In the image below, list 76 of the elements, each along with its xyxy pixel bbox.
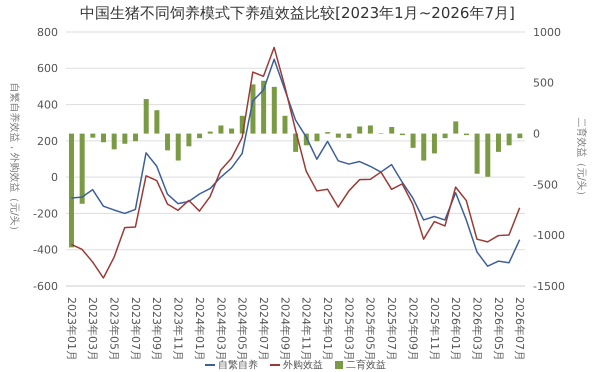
x-tick-label: 2024年11月 xyxy=(300,297,313,361)
x-tick-label: 2025年07月 xyxy=(385,297,398,361)
x-tick-label: 2023年01月 xyxy=(64,297,78,361)
bar xyxy=(112,134,117,150)
bar xyxy=(314,134,320,142)
x-tick-label: 2024年05月 xyxy=(236,297,249,361)
x-tick-label: 2024年01月 xyxy=(192,297,206,361)
x-tick-label: 2023年03月 xyxy=(86,297,100,361)
y-tick-label: 0 xyxy=(51,171,58,184)
bar xyxy=(346,134,352,138)
bar xyxy=(474,134,480,174)
bar xyxy=(389,126,394,134)
bar xyxy=(165,134,170,150)
bar xyxy=(80,134,85,204)
bar xyxy=(453,121,458,134)
bar xyxy=(154,110,160,134)
bar xyxy=(421,134,426,161)
bar xyxy=(101,134,106,142)
x-tick-label: 2025年11月 xyxy=(428,297,441,361)
bar xyxy=(496,134,501,152)
y2-tick-label: 500 xyxy=(533,76,554,90)
y-tick-label: -200 xyxy=(33,207,58,220)
legend-label: 外购效益 xyxy=(282,359,323,372)
x-tick-label: 2026年07月 xyxy=(513,297,526,361)
chart-title: 中国生猪不同饲养模式下养殖效益比较[2023年1月~2026年7月] xyxy=(79,3,516,24)
y2-tick-label: -500 xyxy=(533,178,558,192)
bar xyxy=(144,99,149,134)
bar xyxy=(368,125,373,134)
bar xyxy=(122,134,128,144)
bar xyxy=(176,134,181,161)
legend-label: 二育效益 xyxy=(345,358,386,372)
bar xyxy=(68,134,74,248)
bar xyxy=(197,134,202,138)
x-tick-label: 2026年01月 xyxy=(449,297,462,361)
bar xyxy=(336,134,341,138)
bar xyxy=(410,134,416,148)
bar xyxy=(218,125,224,134)
bar xyxy=(282,116,288,134)
y-tick-label: -600 xyxy=(33,280,58,293)
bar xyxy=(517,134,522,138)
bar xyxy=(432,134,437,154)
bar xyxy=(186,134,192,146)
bar xyxy=(229,128,234,134)
bar xyxy=(272,86,277,134)
y-tick-label: 200 xyxy=(37,134,58,148)
bar xyxy=(442,134,448,138)
x-tick-label: 2025年05月 xyxy=(364,297,377,361)
y2-tick-label: 0 xyxy=(533,128,540,141)
x-tick-label: 2023年07月 xyxy=(128,297,142,361)
x-tick-label: 2024年03月 xyxy=(214,297,228,361)
x-tick-label: 2025年03月 xyxy=(342,297,356,361)
x-tick-label: 2023年09月 xyxy=(150,297,164,361)
y-tick-label: 400 xyxy=(37,98,58,112)
y2-tick-label: -1500 xyxy=(533,280,565,293)
y2-tick-label: -1000 xyxy=(533,229,565,242)
y-tick-label: 600 xyxy=(37,62,58,76)
y-tick-label: 800 xyxy=(37,26,58,39)
x-tick-label: 2024年07月 xyxy=(256,297,270,361)
x-tick-label: 2026年03月 xyxy=(470,297,484,361)
bar xyxy=(133,134,138,142)
y-axis-title: 自繁自养效益，外购效益（元/头） xyxy=(8,82,20,236)
x-tick-label: 2023年05月 xyxy=(108,297,121,361)
bar xyxy=(90,134,96,138)
x-tick-label: 2023年11月 xyxy=(172,297,185,361)
x-tick-label: 2025年09月 xyxy=(406,297,420,361)
y-tick-label: -400 xyxy=(33,244,58,257)
bar xyxy=(261,80,266,134)
legend-label: 自繁自养 xyxy=(217,358,258,372)
bar xyxy=(506,134,512,146)
bar xyxy=(357,126,362,134)
y2-tick-label: 1000 xyxy=(533,26,561,39)
x-tick-label: 2024年09月 xyxy=(278,297,292,361)
bar xyxy=(485,134,490,177)
x-tick-label: 2026年05月 xyxy=(492,297,505,361)
x-tick-label: 2025年01月 xyxy=(321,297,334,361)
y2-axis-title: 二育效益（元/头） xyxy=(575,117,588,201)
